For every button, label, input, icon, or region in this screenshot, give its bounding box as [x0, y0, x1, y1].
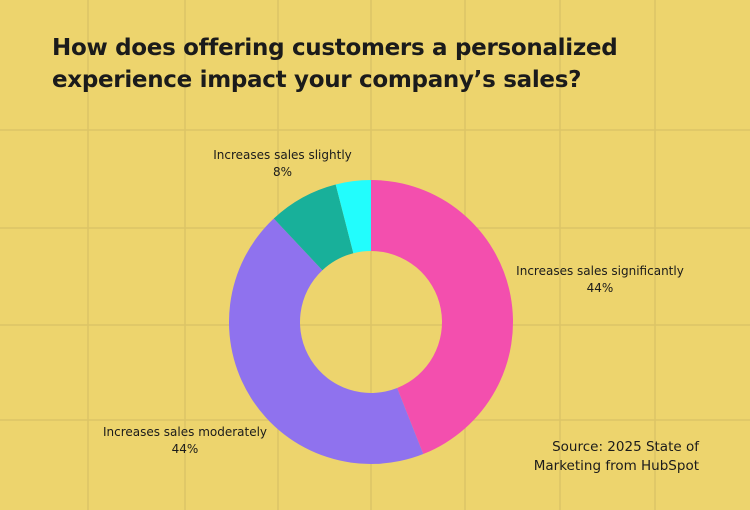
slice-label-slightly: Increases sales slightly 8%: [200, 147, 365, 181]
donut-slice-increases-sales-slightly: [273, 184, 354, 271]
slice-label-text: Increases sales slightly: [213, 148, 352, 162]
slice-value-label: 44%: [171, 442, 199, 456]
slice-label-significantly: Increases sales significantly 44%: [515, 263, 685, 297]
slice-label-moderately: Increases sales moderately 44%: [100, 424, 270, 458]
slice-value-label: 8%: [272, 165, 293, 179]
slice-label-text: Increases sales significantly: [516, 264, 684, 278]
chart-title: How does offering customers a personaliz…: [52, 35, 618, 93]
donut-slice-unlabeled: [335, 180, 371, 254]
slice-value-label: 44%: [586, 281, 614, 295]
slice-label-text: Increases sales moderately: [102, 425, 268, 439]
source-note: Source: 2025 State of Marketing from Hub…: [533, 439, 699, 474]
donut-slice-increases-sales-moderately: [229, 218, 424, 464]
donut-slice-increases-sales-significantly: [371, 180, 513, 455]
